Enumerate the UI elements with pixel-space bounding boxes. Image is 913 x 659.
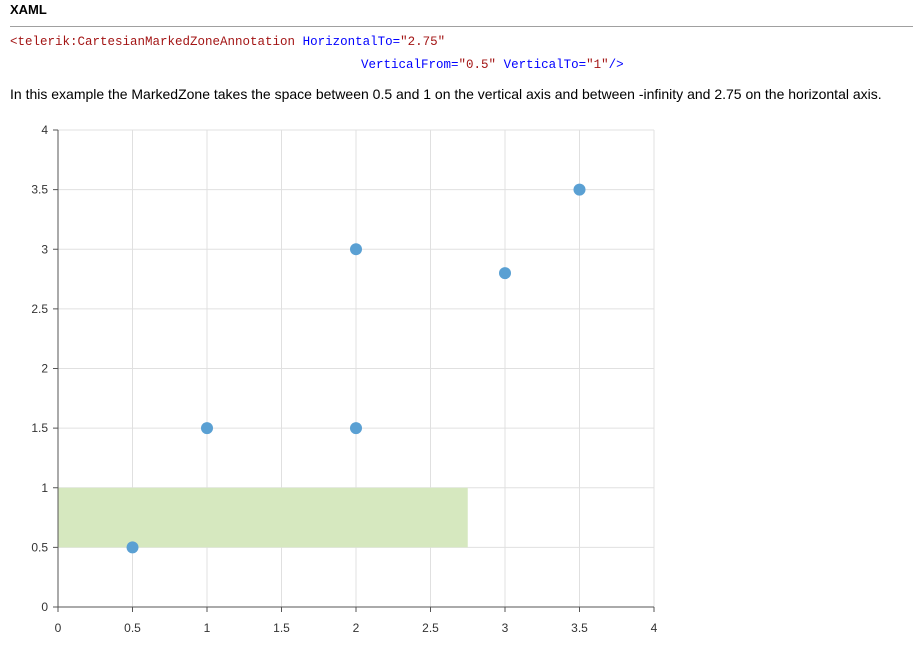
x-tick-label: 4	[651, 621, 658, 635]
code-tag: <telerik:CartesianMarkedZoneAnnotation	[10, 35, 296, 49]
x-tick-label: 0	[55, 621, 62, 635]
code-line-2: VerticalFrom="0.5" VerticalTo="1"/>	[361, 58, 624, 72]
code-attr-vertical-from: VerticalFrom=	[361, 58, 459, 72]
marked-zone	[58, 487, 468, 548]
code-attr-vertical-to: VerticalTo=	[503, 58, 587, 72]
y-tick-label: 2.5	[31, 302, 48, 316]
code-value-horizontal-to: "2.75"	[400, 35, 446, 49]
y-tick-label: 3.5	[31, 183, 48, 197]
data-point	[573, 183, 586, 196]
x-tick-label: 1.5	[273, 621, 290, 635]
points-layer	[126, 183, 586, 554]
code-close-tag: />	[608, 58, 624, 72]
x-tick-label: 1	[204, 621, 211, 635]
description-text: In this example the MarkedZone takes the…	[10, 86, 882, 102]
data-point	[126, 541, 139, 554]
data-point	[201, 422, 213, 435]
code-value-vertical-to: "1"	[586, 58, 609, 72]
section-heading: XAML	[10, 2, 47, 17]
y-tick-label: 1.5	[31, 421, 48, 435]
y-tick-label: 0.5	[31, 540, 48, 554]
x-tick-label: 3.5	[571, 621, 588, 635]
code-attr-horizontal-to: HorizontalTo=	[302, 35, 401, 49]
x-tick-label: 3	[502, 621, 509, 635]
marked-zone-layer	[58, 487, 468, 548]
y-tick-label: 2	[41, 362, 48, 376]
axis-layer: 0 0.5 1 1.5 2 2.5 3 3.5 4 0 0.5 1 1.5 2 2.5 3 3.5 4	[31, 123, 657, 635]
heading-divider	[10, 26, 913, 27]
y-tick-label: 0	[41, 600, 48, 614]
data-point	[350, 422, 362, 435]
y-tick-label: 1	[41, 481, 48, 495]
x-tick-label: 2	[353, 621, 360, 635]
y-tick-label: 4	[41, 123, 48, 137]
x-tick-label: 2.5	[422, 621, 439, 635]
code-value-vertical-from: "0.5"	[458, 58, 497, 72]
y-tick-label: 3	[41, 242, 48, 256]
code-line-1: <telerik:CartesianMarkedZoneAnnotation H…	[10, 35, 445, 49]
data-point	[499, 267, 511, 280]
data-point	[350, 243, 362, 256]
x-tick-label: 0.5	[124, 621, 141, 635]
